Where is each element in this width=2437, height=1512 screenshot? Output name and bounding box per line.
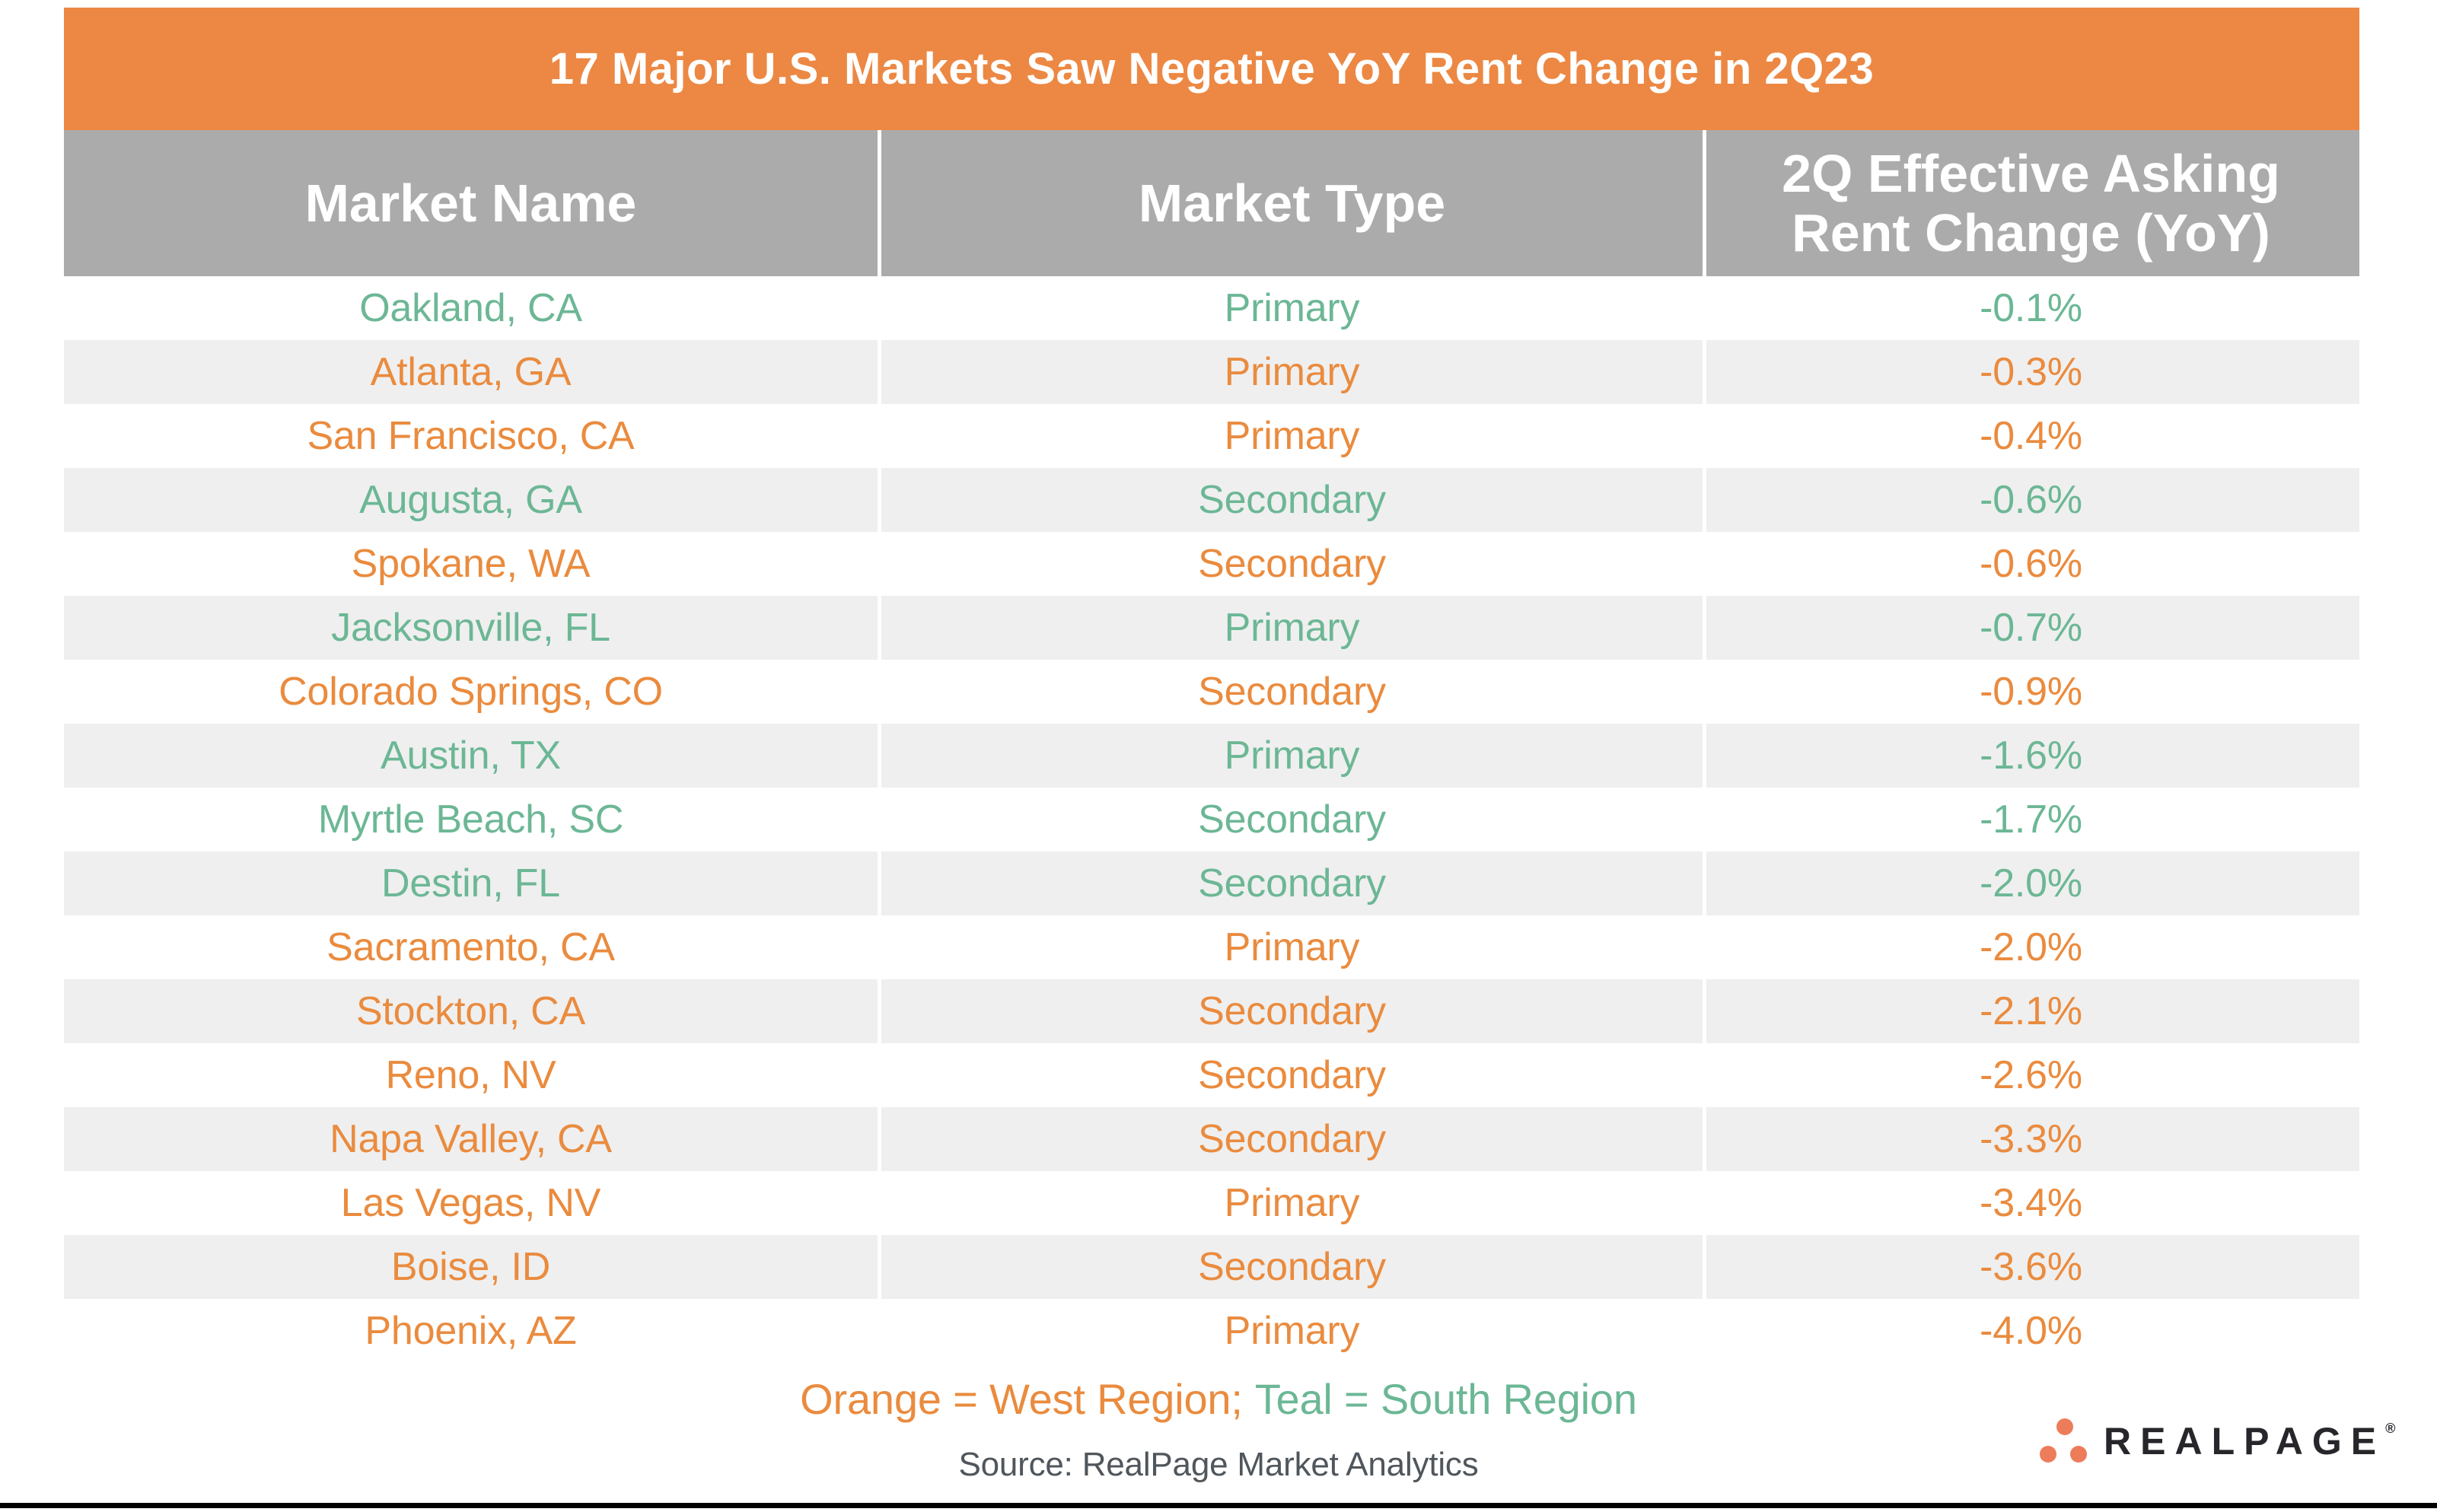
table-row: Stockton, CA Secondary -2.1% [64, 979, 2359, 1043]
column-header-rent-change: 2Q Effective Asking Rent Change (YoY) [1703, 130, 2356, 276]
rent-change-cell: -2.0% [1703, 915, 2356, 979]
market-name-cell: Phoenix, AZ [365, 1309, 577, 1353]
market-name-cell: Colorado Springs, CO [279, 670, 663, 714]
rent-change-cell: -2.0% [1703, 851, 2356, 915]
column-header-row: Market Name Market Type 2Q Effective Ask… [64, 130, 2359, 276]
market-type-cell: Primary [878, 915, 1703, 979]
market-name-cell: Sacramento, CA [327, 925, 615, 969]
legend-south-region: Teal = South Region [1254, 1375, 1637, 1423]
market-type-cell: Primary [878, 404, 1703, 468]
table-row: Myrtle Beach, SC Secondary -1.7% [64, 788, 2359, 851]
market-type-cell: Secondary [878, 468, 1703, 532]
market-type-cell: Secondary [878, 788, 1703, 851]
market-type-cell: Secondary [878, 851, 1703, 915]
market-type-cell: Primary [878, 724, 1703, 788]
realpage-logo: REALPAGE® [2038, 1417, 2395, 1466]
rent-change-cell: -0.6% [1703, 468, 2356, 532]
market-name-cell: Destin, FL [381, 861, 560, 906]
table-row: Reno, NV Secondary -2.6% [64, 1043, 2359, 1107]
column-header-market-name: Market Name [304, 173, 637, 233]
rent-change-cell: -4.0% [1703, 1299, 2356, 1363]
market-type-cell: Secondary [878, 1107, 1703, 1171]
rent-change-cell: -0.4% [1703, 404, 2356, 468]
rent-change-cell: -2.6% [1703, 1043, 2356, 1107]
market-type-cell: Primary [878, 1171, 1703, 1235]
market-name-cell: Oakland, CA [359, 286, 582, 330]
rent-change-cell: -0.1% [1703, 276, 2356, 340]
realpage-logo-text: REALPAGE® [2104, 1419, 2395, 1463]
rent-change-cell: -3.3% [1703, 1107, 2356, 1171]
rent-change-cell: -3.6% [1703, 1235, 2356, 1299]
table-row: Napa Valley, CA Secondary -3.3% [64, 1107, 2359, 1171]
market-name-cell: Atlanta, GA [370, 350, 572, 394]
table-body: Oakland, CA Primary -0.1% Atlanta, GA Pr… [64, 276, 2359, 1363]
column-header-market-type: Market Type [878, 130, 1703, 276]
table-row: Jacksonville, FL Primary -0.7% [64, 596, 2359, 660]
color-legend: Orange = West Region; Teal = South Region [0, 1374, 2437, 1424]
rent-change-cell: -3.4% [1703, 1171, 2356, 1235]
table-title-bar: 17 Major U.S. Markets Saw Negative YoY R… [64, 8, 2359, 130]
table-title: 17 Major U.S. Markets Saw Negative YoY R… [549, 44, 1875, 94]
table-row: Boise, ID Secondary -3.6% [64, 1235, 2359, 1299]
rent-change-cell: -0.6% [1703, 532, 2356, 596]
market-type-cell: Secondary [878, 1235, 1703, 1299]
table-row: Austin, TX Primary -1.6% [64, 724, 2359, 788]
market-type-cell: Primary [878, 276, 1703, 340]
table-row: Las Vegas, NV Primary -3.4% [64, 1171, 2359, 1235]
market-name-cell: Jacksonville, FL [331, 606, 610, 650]
rent-change-cell: -0.3% [1703, 340, 2356, 404]
table-row: Oakland, CA Primary -0.1% [64, 276, 2359, 340]
realpage-wordmark: REALPAGE [2104, 1420, 2386, 1463]
rent-change-cell: -0.7% [1703, 596, 2356, 660]
table-row: Spokane, WA Secondary -0.6% [64, 532, 2359, 596]
bottom-border-line [0, 1503, 2437, 1508]
market-type-cell: Primary [878, 596, 1703, 660]
table-row: Colorado Springs, CO Secondary -0.9% [64, 660, 2359, 724]
registered-trademark-symbol: ® [2385, 1421, 2396, 1436]
market-name-cell: Reno, NV [385, 1053, 556, 1097]
table-row: Atlanta, GA Primary -0.3% [64, 340, 2359, 404]
market-name-cell: Napa Valley, CA [330, 1117, 612, 1161]
rent-change-cell: -2.1% [1703, 979, 2356, 1043]
rent-change-cell: -0.9% [1703, 660, 2356, 724]
market-type-cell: Secondary [878, 979, 1703, 1043]
source-attribution: Source: RealPage Market Analytics [958, 1446, 1479, 1483]
table-row: San Francisco, CA Primary -0.4% [64, 404, 2359, 468]
market-name-cell: San Francisco, CA [307, 414, 635, 458]
table-row: Phoenix, AZ Primary -4.0% [64, 1299, 2359, 1363]
market-name-cell: Augusta, GA [359, 478, 582, 522]
market-type-cell: Secondary [878, 660, 1703, 724]
market-type-cell: Primary [878, 340, 1703, 404]
rent-change-cell: -1.6% [1703, 724, 2356, 788]
market-type-cell: Secondary [878, 532, 1703, 596]
legend-west-region: Orange = West Region; [800, 1375, 1243, 1423]
realpage-logo-dots-icon [2040, 1418, 2087, 1463]
rent-change-table: 17 Major U.S. Markets Saw Negative YoY R… [64, 8, 2359, 1363]
market-type-cell: Secondary [878, 1043, 1703, 1107]
table-row: Sacramento, CA Primary -2.0% [64, 915, 2359, 979]
market-name-cell: Austin, TX [381, 734, 561, 778]
market-name-cell: Boise, ID [390, 1245, 551, 1289]
rent-change-cell: -1.7% [1703, 788, 2356, 851]
market-name-cell: Las Vegas, NV [340, 1181, 601, 1225]
table-row: Destin, FL Secondary -2.0% [64, 851, 2359, 915]
market-name-cell: Stockton, CA [355, 989, 586, 1033]
market-name-cell: Spokane, WA [351, 542, 591, 586]
market-type-cell: Primary [878, 1299, 1703, 1363]
market-name-cell: Myrtle Beach, SC [317, 797, 624, 842]
table-row: Augusta, GA Secondary -0.6% [64, 468, 2359, 532]
